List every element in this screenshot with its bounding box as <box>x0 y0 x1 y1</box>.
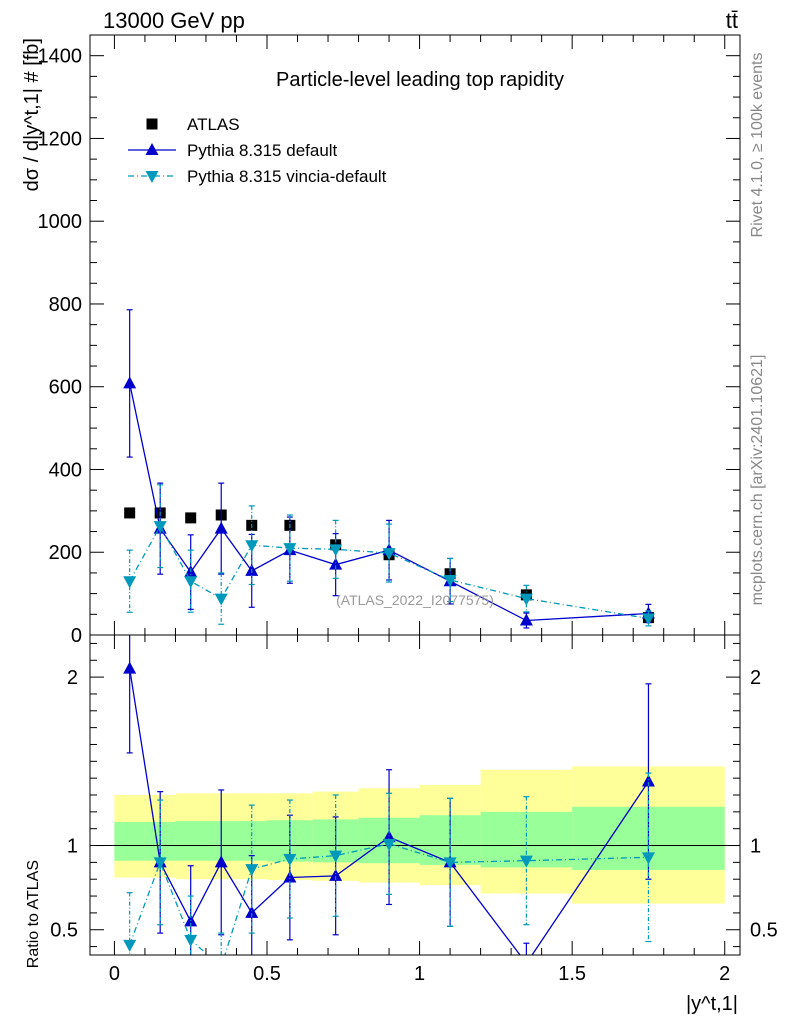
ratio-vincia-series <box>123 772 655 974</box>
ratio-vincia-point <box>641 852 655 865</box>
ratio-ytick-label-right: 2 <box>750 667 761 689</box>
legend: ATLAS Pythia 8.315 default Pythia 8.315 vi… <box>128 115 387 186</box>
ratio-xtick-label: 1.5 <box>558 963 586 985</box>
legend-item: Pythia 8.315 default <box>128 141 338 160</box>
ratio-ylabel: Ratio to ATLAS <box>25 860 42 968</box>
legend-item: Pythia 8.315 vincia-default <box>128 167 387 186</box>
ratio-plot-content <box>123 635 655 974</box>
main-ytick-label: 1000 <box>38 211 83 233</box>
ratio-vincia-point <box>153 857 167 870</box>
legend-label: Pythia 8.315 vincia-default <box>187 167 387 186</box>
ratio-vincia-point <box>382 838 396 851</box>
legend-marker <box>145 171 159 183</box>
main-atlas-point <box>185 512 197 524</box>
ratio-xtick-label: 0.5 <box>253 963 281 985</box>
ratio-vincia-point <box>519 855 533 868</box>
ratio-vincia-point <box>215 962 228 974</box>
main-default-line <box>129 383 649 622</box>
header-right-label: tt̄ <box>726 8 738 33</box>
ratio-vincia-point <box>329 850 343 863</box>
legend-marker <box>145 143 159 155</box>
main-plot-axes: 0 200 400 600 800 1000 1200 1400 <box>38 34 740 647</box>
ratio-plot-background <box>90 766 740 904</box>
main-ytick-label: 1400 <box>38 46 83 68</box>
main-vincia-point <box>382 548 396 561</box>
ratio-xtick-label: 2 <box>719 963 730 985</box>
main-default-point <box>519 613 533 626</box>
main-vincia-point <box>153 521 167 534</box>
main-ytick-label: 400 <box>49 459 82 481</box>
main-ytick-label: 0 <box>71 625 82 647</box>
legend-marker <box>146 118 158 130</box>
main-plot-content <box>123 309 655 629</box>
main-ytick-label: 800 <box>49 294 82 316</box>
main-ytick-label: 1200 <box>38 128 83 150</box>
ratio-xlabel: |y^t,1| <box>686 993 738 1015</box>
main-watermark: (ATLAS_2022_I2077575) <box>336 592 494 608</box>
main-vincia-point <box>329 544 343 557</box>
ratio-plot-axes: 0.5 0.5 1 1 2 2 0 0.5 1 1.5 2 <box>50 635 778 985</box>
ratio-vincia-point <box>123 939 137 952</box>
main-vincia-series <box>123 484 655 627</box>
ratio-vincia-point <box>184 934 198 947</box>
rivet-label: Rivet 4.1.0, ≥ 100k events <box>749 53 766 238</box>
ratio-ytick-label-right: 0.5 <box>750 920 778 942</box>
legend-item: ATLAS <box>146 115 240 134</box>
ratio-default-point <box>283 870 297 883</box>
ratio-default-point <box>123 661 137 674</box>
main-vincia-point <box>641 613 655 626</box>
main-default-point <box>123 376 137 389</box>
ratio-ytick-label-left: 0.5 <box>50 920 78 942</box>
main-ytick-label: 200 <box>49 542 82 564</box>
main-vincia-point <box>214 593 228 606</box>
ratio-default-point <box>329 868 343 881</box>
ratio-vincia-point <box>443 857 457 870</box>
main-atlas-point <box>124 507 136 519</box>
ratio-band-inner <box>175 821 206 861</box>
ratio-default-point <box>245 905 259 918</box>
ratio-ytick-label-left: 2 <box>67 667 78 689</box>
main-title: Particle-level leading top rapidity <box>276 69 564 91</box>
legend-label: ATLAS <box>187 115 240 134</box>
ratio-default-point <box>641 774 655 787</box>
legend-label: Pythia 8.315 default <box>187 141 338 160</box>
main-default-point <box>214 521 228 534</box>
ratio-vincia-point <box>283 854 297 866</box>
ratio-ytick-label-right: 1 <box>750 836 761 858</box>
main-vincia-point <box>245 540 259 553</box>
ratio-default-point <box>520 956 533 968</box>
main-vincia-point <box>519 593 533 606</box>
main-ylabel: dσ / d|y^t,1| # [fb] <box>21 38 43 191</box>
main-vincia-point <box>184 576 198 589</box>
main-vincia-point <box>443 574 457 587</box>
mcplots-label: mcplots.cern.ch [arXiv:2401.10621] <box>749 355 766 606</box>
main-vincia-point <box>283 543 297 556</box>
ratio-vincia-point <box>245 864 259 877</box>
header-left-label: 13000 GeV pp <box>103 8 245 33</box>
ratio-default-point <box>214 855 228 868</box>
ratio-xtick-label: 0 <box>109 963 120 985</box>
main-vincia-point <box>123 576 137 589</box>
ratio-ytick-label-left: 1 <box>67 836 78 858</box>
ratio-xtick-label: 1 <box>414 963 425 985</box>
ratio-band-inner <box>114 821 145 861</box>
main-ytick-label: 600 <box>49 377 82 399</box>
main-default-point <box>329 557 343 570</box>
